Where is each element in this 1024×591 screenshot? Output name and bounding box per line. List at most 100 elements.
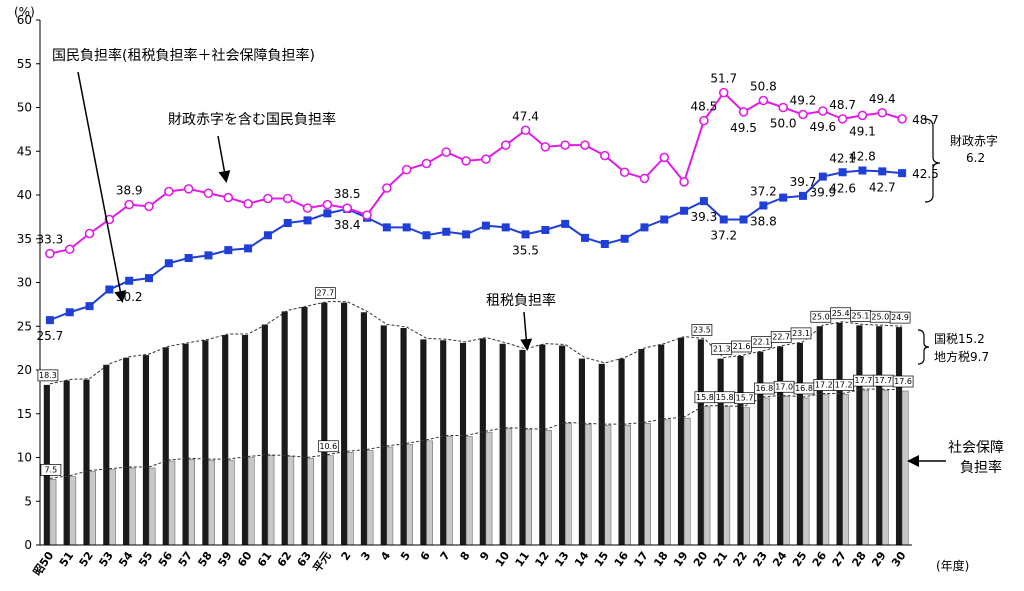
bar-label-box (37, 369, 59, 382)
point-deficit (837, 114, 848, 124)
bar-sozei (578, 358, 585, 545)
bar-label: 17.0 (775, 382, 793, 391)
bar-label: 23.5 (693, 325, 711, 334)
point-deficit (64, 244, 75, 255)
bar-shakai (89, 471, 96, 546)
bar-label: 25.0 (871, 312, 889, 321)
point-kokumin (799, 191, 807, 200)
bar-sozei (301, 307, 308, 545)
data-label: 42.6 (829, 181, 856, 195)
point-deficit (699, 115, 709, 126)
bar-sozei (360, 312, 367, 545)
data-label: 38.4 (334, 218, 361, 232)
data-label: 39.3 (691, 210, 718, 224)
bar-sozei (618, 358, 625, 545)
x-tick-label: 2 (339, 549, 354, 563)
bar-sozei (420, 339, 427, 545)
x-unit: (年度) (936, 558, 969, 573)
point-deficit (718, 87, 729, 98)
x-tick-label: 昭50 (31, 549, 57, 578)
x-tick-label: 6 (418, 549, 433, 563)
x-tick-label: 9 (477, 549, 492, 563)
bar-sozei (400, 328, 407, 545)
bar-sozei (757, 351, 764, 545)
point-deficit (818, 106, 828, 116)
bar-label: 10.6 (319, 442, 337, 451)
point-kokumin (303, 216, 312, 225)
data-label: 48.5 (691, 100, 718, 114)
bar-label: 17.2 (815, 381, 833, 390)
x-tick-label: 62 (275, 549, 294, 569)
point-deficit (897, 114, 907, 124)
data-label: 51.7 (710, 72, 737, 86)
x-tick-label: 22 (731, 549, 750, 569)
bar-sozei (796, 342, 803, 545)
point-deficit (659, 152, 670, 163)
bar-label: 21.6 (733, 342, 751, 351)
point-deficit (45, 248, 55, 259)
bar-shakai (584, 424, 592, 546)
bar-label: 15.8 (716, 393, 734, 402)
point-kokumin (838, 168, 847, 177)
bar-label: 25.0 (812, 312, 830, 321)
bar-label: 7.5 (45, 465, 58, 474)
bar-shakai (148, 467, 156, 546)
lines (45, 87, 907, 325)
data-label: 49.2 (790, 94, 817, 108)
bar-label-box (790, 327, 812, 340)
bar-shakai (525, 429, 532, 546)
x-tick-label: 16 (612, 549, 632, 569)
x-tick-label: 20 (691, 549, 711, 569)
bar-shakai (188, 459, 196, 546)
point-deficit (679, 177, 689, 187)
bar-label-box (734, 392, 755, 404)
x-tick-label: 12 (532, 549, 551, 569)
point-deficit (382, 183, 392, 193)
x-tick-label: 25 (790, 549, 809, 569)
point-kokumin (422, 231, 431, 240)
point-kokumin (640, 223, 649, 232)
point-deficit (124, 199, 134, 210)
bar-sozei (103, 364, 110, 545)
x-tick-label: 17 (631, 549, 650, 569)
x-tick-label: 59 (215, 549, 234, 569)
bar-sozei (380, 325, 387, 545)
envelope-shakai (49, 388, 903, 479)
point-kokumin (561, 219, 570, 228)
bar-shakai (723, 406, 731, 546)
point-kokumin (204, 251, 213, 260)
data-label: 48.7 (912, 113, 939, 127)
arrow-sozei (520, 311, 533, 351)
point-deficit (500, 140, 511, 150)
x-tick-label: 5 (398, 549, 413, 563)
bar-shakai (901, 390, 909, 546)
bar-shakai (109, 469, 116, 546)
bar-sozei (63, 380, 70, 545)
bar-shakai (247, 457, 255, 546)
x-tick-label: 18 (651, 549, 670, 569)
bars (43, 302, 909, 546)
brace-deficit (924, 118, 941, 203)
bar-label: 17.2 (835, 381, 853, 390)
x-tick-label: 53 (96, 549, 115, 569)
x-tick-label: 3 (358, 549, 373, 563)
bar-sozei (895, 327, 903, 545)
annotation-tax-1: 国税15.2 (934, 332, 985, 346)
bar-sozei (777, 346, 784, 545)
bar-shakai (802, 397, 810, 546)
bar-shakai (426, 440, 433, 546)
bar-shakai (564, 423, 572, 546)
point-kokumin (105, 285, 114, 294)
bar-shakai (545, 430, 552, 546)
point-deficit (600, 150, 610, 161)
bar-sozei (341, 302, 348, 545)
data-label: 25.7 (37, 329, 64, 343)
point-deficit (461, 156, 471, 166)
annotation-sozei: 租税負担率 (486, 292, 556, 309)
data-label: 39.9 (809, 186, 836, 200)
point-kokumin (382, 223, 391, 232)
point-deficit (738, 107, 749, 117)
bar-shakai (505, 428, 513, 546)
bar-shakai (406, 444, 414, 546)
